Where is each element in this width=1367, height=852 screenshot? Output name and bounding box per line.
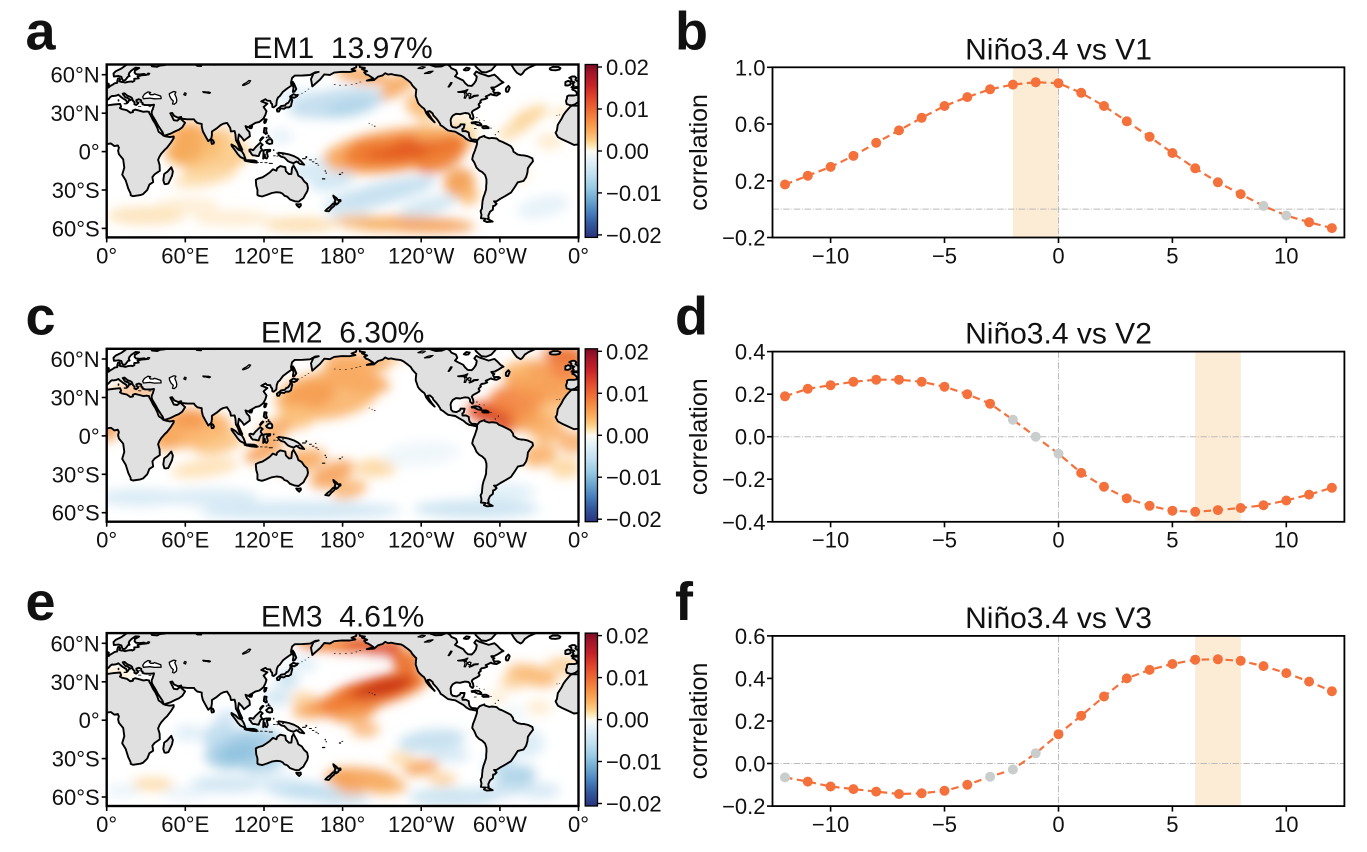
svg-text:10: 10	[1274, 243, 1298, 268]
svg-text:30°N: 30°N	[51, 670, 100, 695]
svg-text:0: 0	[1052, 528, 1064, 553]
svg-text:0°: 0°	[96, 528, 117, 553]
svg-text:0: 0	[1052, 812, 1064, 837]
svg-text:−5: −5	[932, 812, 957, 837]
svg-text:−10: −10	[812, 812, 849, 837]
svg-text:30°N: 30°N	[51, 386, 100, 411]
svg-text:10: 10	[1274, 812, 1298, 837]
svg-text:0°: 0°	[96, 243, 117, 268]
svg-text:120°E: 120°E	[234, 812, 294, 837]
svg-text:0.00: 0.00	[606, 139, 649, 164]
svg-text:0.00: 0.00	[606, 708, 649, 733]
svg-text:60°W: 60°W	[473, 812, 527, 837]
svg-text:−0.2: −0.2	[722, 467, 765, 492]
svg-text:60°N: 60°N	[51, 347, 100, 372]
svg-text:180°: 180°	[320, 243, 366, 268]
svg-text:0.4: 0.4	[735, 340, 766, 365]
svg-text:−0.02: −0.02	[606, 223, 662, 248]
svg-text:30°S: 30°S	[52, 178, 100, 203]
svg-text:120°W: 120°W	[388, 243, 455, 268]
svg-text:60°S: 60°S	[52, 501, 100, 526]
svg-text:0.2: 0.2	[735, 169, 766, 194]
svg-text:5: 5	[1166, 528, 1178, 553]
svg-text:0.6: 0.6	[735, 624, 766, 649]
svg-text:0.02: 0.02	[606, 339, 649, 364]
svg-text:−0.01: −0.01	[606, 465, 662, 490]
svg-text:correlation: correlation	[685, 378, 713, 495]
svg-text:e: e	[26, 572, 56, 632]
svg-text:120°W: 120°W	[388, 528, 455, 553]
svg-text:120°W: 120°W	[388, 812, 455, 837]
svg-text:5: 5	[1166, 812, 1178, 837]
svg-text:60°W: 60°W	[473, 243, 527, 268]
svg-text:−0.2: −0.2	[722, 226, 765, 251]
svg-text:−0.02: −0.02	[606, 507, 662, 532]
svg-text:f: f	[675, 572, 694, 632]
svg-text:−5: −5	[932, 528, 957, 553]
svg-text:60°E: 60°E	[161, 812, 209, 837]
svg-text:60°W: 60°W	[473, 528, 527, 553]
svg-text:0°: 0°	[568, 243, 589, 268]
svg-text:0.02: 0.02	[606, 55, 649, 80]
svg-text:0.0: 0.0	[735, 425, 766, 450]
svg-text:0°: 0°	[96, 812, 117, 837]
svg-text:0.01: 0.01	[606, 381, 649, 406]
svg-text:−0.01: −0.01	[606, 750, 662, 775]
svg-text:EM3 4.61%: EM3 4.61%	[261, 601, 424, 634]
svg-text:EM1 13.97%: EM1 13.97%	[253, 32, 433, 65]
svg-text:180°: 180°	[320, 528, 366, 553]
svg-text:0.0: 0.0	[735, 752, 766, 777]
svg-text:30°S: 30°S	[52, 747, 100, 772]
svg-text:a: a	[26, 1, 57, 61]
svg-text:0.2: 0.2	[735, 709, 766, 734]
svg-text:d: d	[675, 287, 708, 347]
svg-text:120°E: 120°E	[234, 243, 294, 268]
svg-text:−0.2: −0.2	[722, 794, 765, 819]
svg-text:Niño3.4 vs V2: Niño3.4 vs V2	[965, 318, 1152, 351]
svg-text:0°: 0°	[79, 424, 100, 449]
svg-text:0.6: 0.6	[735, 112, 766, 137]
svg-text:10: 10	[1274, 528, 1298, 553]
svg-text:0.01: 0.01	[606, 666, 649, 691]
svg-text:0°: 0°	[568, 812, 589, 837]
svg-text:Niño3.4 vs V3: Niño3.4 vs V3	[965, 602, 1152, 635]
svg-text:−10: −10	[812, 528, 849, 553]
svg-text:0°: 0°	[568, 528, 589, 553]
svg-text:1.0: 1.0	[735, 55, 766, 80]
svg-text:0°: 0°	[79, 140, 100, 165]
svg-text:120°E: 120°E	[234, 528, 294, 553]
svg-text:60°E: 60°E	[161, 528, 209, 553]
svg-text:−0.4: −0.4	[722, 510, 765, 535]
svg-text:−5: −5	[932, 243, 957, 268]
svg-text:5: 5	[1166, 243, 1178, 268]
svg-text:Niño3.4 vs V1: Niño3.4 vs V1	[965, 33, 1152, 66]
svg-text:0: 0	[1052, 243, 1064, 268]
svg-text:60°N: 60°N	[51, 63, 100, 88]
svg-text:30°N: 30°N	[51, 101, 100, 126]
svg-text:−0.02: −0.02	[606, 792, 662, 817]
svg-text:correlation: correlation	[685, 94, 713, 211]
svg-text:−10: −10	[812, 243, 849, 268]
svg-text:30°S: 30°S	[52, 462, 100, 487]
svg-text:60°N: 60°N	[51, 631, 100, 656]
svg-text:EM2 6.30%: EM2 6.30%	[261, 316, 424, 349]
svg-text:correlation: correlation	[685, 663, 713, 780]
svg-text:0.00: 0.00	[606, 423, 649, 448]
svg-text:180°: 180°	[320, 812, 366, 837]
svg-text:60°S: 60°S	[52, 785, 100, 810]
svg-text:60°S: 60°S	[52, 216, 100, 241]
svg-text:0.4: 0.4	[735, 666, 766, 691]
svg-text:c: c	[26, 287, 56, 347]
svg-text:0.02: 0.02	[606, 624, 649, 649]
svg-text:b: b	[675, 1, 708, 61]
svg-text:−0.01: −0.01	[606, 181, 662, 206]
svg-text:0°: 0°	[79, 708, 100, 733]
svg-text:0.01: 0.01	[606, 97, 649, 122]
svg-text:60°E: 60°E	[161, 243, 209, 268]
svg-text:0.2: 0.2	[735, 382, 766, 407]
